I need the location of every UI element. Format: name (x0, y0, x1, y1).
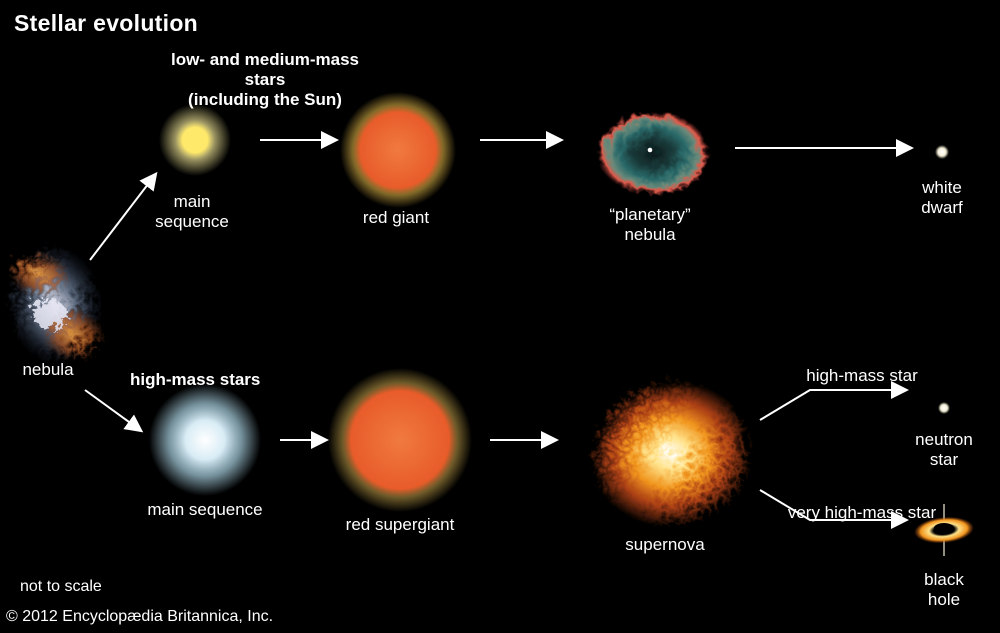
label-red-giant: red giant (296, 208, 496, 228)
label-neutron-star: neutron star (844, 430, 1000, 471)
red-supergiant-graphic (328, 368, 472, 512)
label-planetary-nebula: “planetary” nebula (550, 205, 750, 246)
supernova-graphic (569, 360, 761, 541)
main-sequence-low-graphic (159, 104, 231, 176)
nebula-graphic (4, 240, 100, 360)
main-sequence-high-graphic (149, 384, 261, 496)
label-branch-highmass: high-mass star (762, 366, 962, 386)
planetary-nebula-graphic (594, 108, 706, 192)
neutron-star-graphic (938, 402, 950, 414)
white-dwarf-graphic (935, 145, 949, 159)
arrow-sn-to-ns (760, 390, 905, 420)
label-black-hole: black hole (844, 570, 1000, 611)
label-nebula: nebula (0, 360, 148, 380)
label-branch-veryhighmass: very high-mass star (762, 503, 962, 523)
note-not-to-scale: not to scale (20, 578, 102, 596)
copyright-text: © 2012 Encyclopædia Britannica, Inc. (6, 608, 273, 626)
label-main-sequence-low: main sequence (92, 192, 292, 233)
arrow-nebula-to-highms (85, 390, 140, 430)
label-red-supergiant: red supergiant (300, 515, 500, 535)
label-white-dwarf: white dwarf (842, 178, 1000, 219)
diagram-svg (0, 0, 1000, 633)
red-giant-graphic (340, 92, 456, 208)
label-supernova: supernova (565, 535, 765, 555)
label-main-sequence-high: main sequence (105, 500, 305, 520)
